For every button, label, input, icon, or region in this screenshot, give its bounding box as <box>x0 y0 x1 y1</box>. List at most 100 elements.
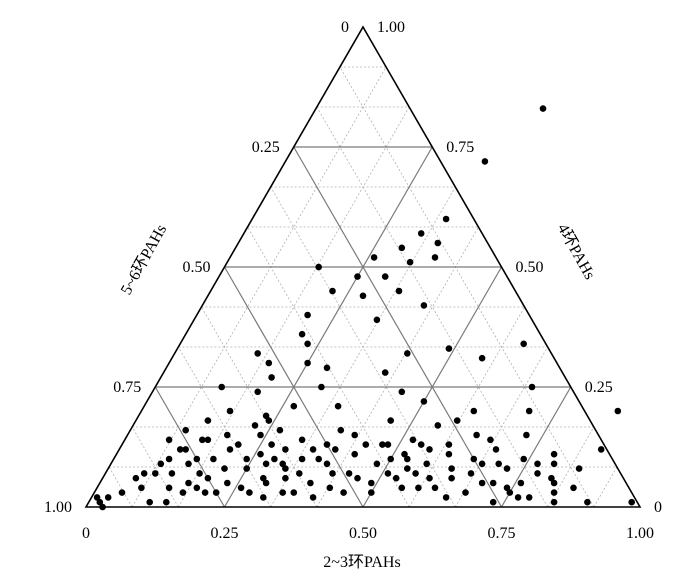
left-axis-title: 5~6环PAHs <box>118 222 170 298</box>
data-point-18 <box>179 489 187 496</box>
data-point-98 <box>470 407 478 415</box>
data-point-111 <box>520 340 527 348</box>
data-point-56 <box>373 460 381 468</box>
data-point-113 <box>304 359 311 367</box>
data-point-80 <box>503 465 511 472</box>
minor-line-5-2 <box>270 186 456 508</box>
data-point-161 <box>271 455 278 463</box>
data-point-172 <box>473 431 480 439</box>
data-point-1 <box>96 498 104 506</box>
bottom-tick-3: 0.75 <box>488 525 516 542</box>
data-point-40 <box>282 474 289 482</box>
data-point-130 <box>442 215 450 223</box>
data-point-29 <box>257 431 264 439</box>
data-point-62 <box>404 465 411 472</box>
data-point-65 <box>423 460 431 468</box>
data-point-45 <box>323 441 331 448</box>
data-point-71 <box>448 474 455 482</box>
data-point-68 <box>445 450 453 458</box>
data-point-110 <box>420 398 428 405</box>
data-point-22 <box>204 474 212 482</box>
right-axis-title: 4环PAHs <box>554 221 598 282</box>
data-point-145 <box>417 441 425 448</box>
minor-line-4-1 <box>408 306 525 508</box>
major-line-0-2 <box>154 386 226 508</box>
data-point-83 <box>506 489 514 496</box>
minor-line-7-1 <box>593 466 618 508</box>
data-point-171 <box>445 441 453 448</box>
data-point-121 <box>329 287 336 295</box>
data-point-158 <box>235 441 242 448</box>
data-point-33 <box>262 460 270 468</box>
data-point-30 <box>243 465 250 472</box>
data-point-109 <box>398 388 406 396</box>
minor-grid <box>108 66 618 508</box>
data-point-99 <box>434 422 442 429</box>
data-point-157 <box>193 455 201 463</box>
data-point-168 <box>387 455 395 463</box>
data-point-114 <box>268 374 275 381</box>
data-point-37 <box>262 479 270 487</box>
data-point-90 <box>550 479 558 487</box>
data-point-112 <box>290 402 298 410</box>
data-point-97 <box>487 436 494 444</box>
data-point-59 <box>384 470 392 477</box>
data-point-95 <box>550 450 558 458</box>
data-point-126 <box>417 230 425 237</box>
data-point-75 <box>462 489 469 496</box>
data-point-138 <box>265 417 273 424</box>
triangle-outline <box>84 25 642 508</box>
data-point-48 <box>309 494 317 501</box>
major-line-2-1 <box>500 386 572 508</box>
data-point-137 <box>276 426 284 434</box>
data-point-24 <box>201 489 209 496</box>
right-tick-4: 1.00 <box>377 19 405 36</box>
data-point-86 <box>534 470 541 477</box>
data-point-166 <box>362 441 370 448</box>
data-point-122 <box>354 273 361 280</box>
data-point-124 <box>370 254 378 261</box>
data-point-23 <box>226 446 234 453</box>
left-tick-3: 0.25 <box>252 139 280 156</box>
data-point-19 <box>196 470 203 477</box>
data-point-179 <box>597 446 605 453</box>
data-point-34 <box>246 489 253 496</box>
data-point-160 <box>257 450 264 458</box>
data-point-155 <box>199 436 206 444</box>
data-point-70 <box>448 465 455 472</box>
minor-line-2-2 <box>177 346 272 508</box>
data-point-125 <box>398 244 406 252</box>
data-point-147 <box>395 287 403 295</box>
bottom-tick-1: 0.25 <box>211 525 239 542</box>
bottom-axis-title: 2~3环PAHs <box>323 554 400 571</box>
data-point-91 <box>550 489 558 496</box>
data-point-123 <box>359 292 367 300</box>
major-line-2-2 <box>293 146 503 508</box>
minor-line-6-1 <box>547 426 595 508</box>
data-point-11 <box>168 470 176 477</box>
data-point-53 <box>340 489 347 496</box>
data-point-16 <box>204 436 212 444</box>
data-point-31 <box>237 484 245 492</box>
minor-line-1-2 <box>131 426 179 508</box>
data-point-129 <box>431 254 439 261</box>
data-point-4 <box>118 489 126 496</box>
data-point-117 <box>265 359 273 367</box>
data-point-44 <box>290 489 298 496</box>
data-point-103 <box>445 345 453 352</box>
data-point-148 <box>420 302 428 309</box>
minor-line-0-1 <box>131 66 387 508</box>
data-point-104 <box>381 369 389 376</box>
data-point-108 <box>334 402 342 410</box>
data-point-131 <box>381 273 389 280</box>
data-point-159 <box>243 455 250 463</box>
data-point-46 <box>307 479 314 487</box>
data-point-96 <box>523 431 530 439</box>
data-point-64 <box>412 470 419 477</box>
data-point-9 <box>165 455 173 463</box>
data-point-13 <box>165 484 173 492</box>
data-point-36 <box>282 446 289 453</box>
data-point-149 <box>481 158 489 165</box>
data-point-81 <box>489 498 497 506</box>
